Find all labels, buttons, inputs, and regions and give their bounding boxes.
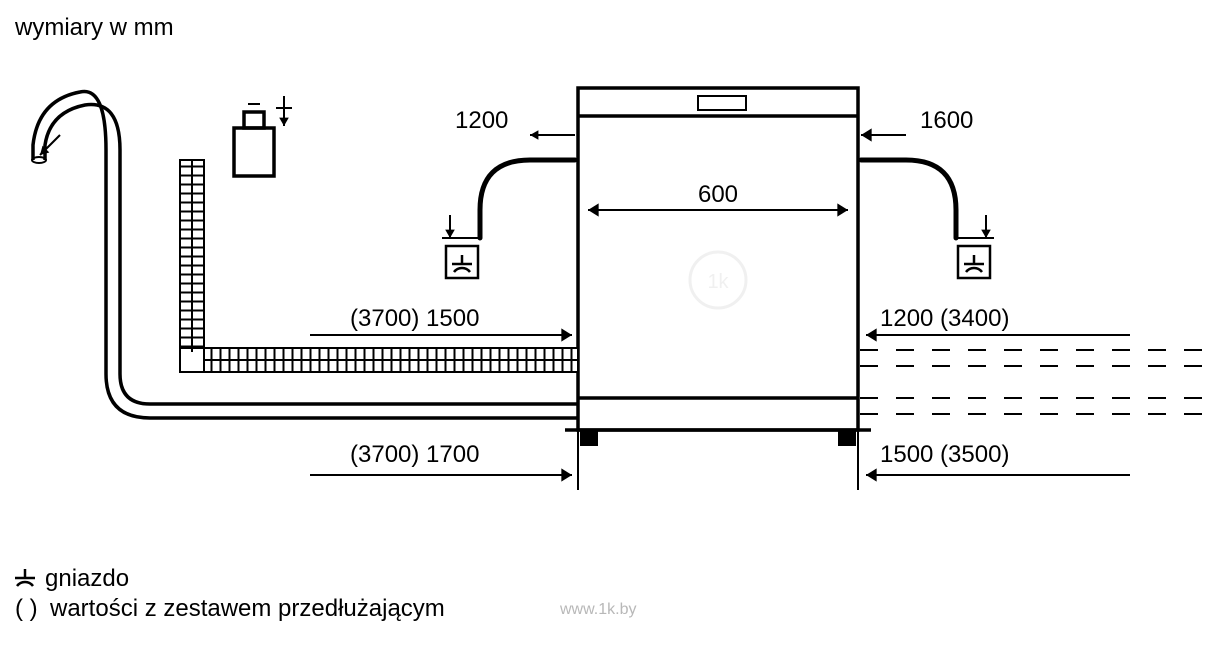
svg-text:(3700) 1500: (3700) 1500 <box>350 305 479 332</box>
dimension-right-2: 1500 (3500) <box>866 441 1130 475</box>
installation-diagram: wymiary w mm 600 1200 1600 <box>0 0 1220 647</box>
socket-icon-right <box>958 246 990 278</box>
svg-text:1600: 1600 <box>920 107 973 134</box>
watermark: www.1k.by <box>559 601 636 618</box>
svg-text:1k: 1k <box>707 271 729 293</box>
right-cable-top: 1600 <box>861 107 994 238</box>
svg-text:gniazdo: gniazdo <box>45 565 129 592</box>
right-inlets <box>860 350 1210 414</box>
dimension-right-1: 1200 (3400) <box>866 305 1130 335</box>
socket-icon-left <box>446 246 478 278</box>
title-text: wymiary w mm <box>14 14 174 41</box>
drain-valve <box>234 96 292 176</box>
svg-text:(3700) 1700: (3700) 1700 <box>350 441 479 468</box>
inlet-hose <box>180 160 578 372</box>
svg-text:600: 600 <box>698 181 738 208</box>
dimension-left-1: (3700) 1500 <box>310 305 572 335</box>
svg-text:1200: 1200 <box>455 107 508 134</box>
legend: gniazdo ( ) wartości z zestawem przedłuż… <box>15 565 445 622</box>
center-watermark: 1k <box>690 252 746 308</box>
svg-text:( ): ( ) <box>15 595 38 622</box>
dimension-left-2: (3700) 1700 <box>310 441 572 475</box>
dimension-width: 600 <box>588 181 848 210</box>
svg-text:wartości z zestawem przedłużaj: wartości z zestawem przedłużającym <box>49 595 445 622</box>
left-cable-top: 1200 <box>442 107 575 238</box>
svg-text:1200 (3400): 1200 (3400) <box>880 305 1009 332</box>
appliance <box>565 88 871 446</box>
svg-text:1500 (3500): 1500 (3500) <box>880 441 1009 468</box>
